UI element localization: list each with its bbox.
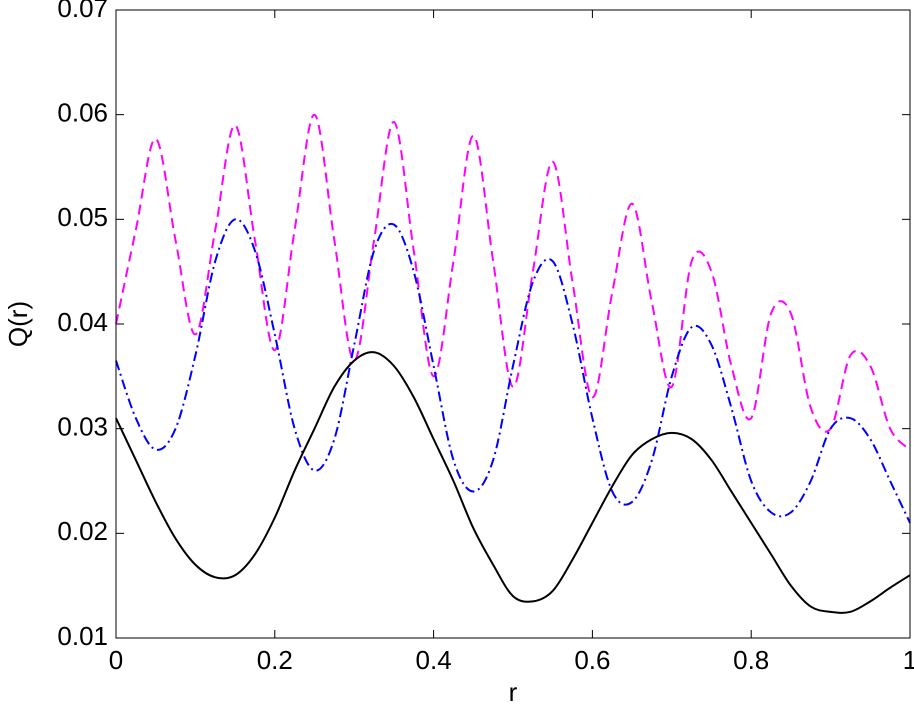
y-tick-label: 0.07 xyxy=(57,0,108,23)
x-tick-label: 1 xyxy=(903,645,914,675)
plot-frame xyxy=(115,9,911,639)
y-tick-label: 0.05 xyxy=(57,202,108,232)
y-tick-label: 0.03 xyxy=(57,412,108,442)
line-series xyxy=(115,113,911,451)
y-tick-label: 0.06 xyxy=(57,98,108,128)
line-series xyxy=(115,218,911,524)
x-axis-label: r xyxy=(509,677,518,707)
y-tick-label: 0.02 xyxy=(57,516,108,546)
y-tick-label: 0.04 xyxy=(57,307,108,337)
y-tick-label: 0.01 xyxy=(57,621,108,651)
x-tick-label: 0 xyxy=(109,645,123,675)
y-axis-label: Q(r) xyxy=(3,301,33,347)
x-tick-label: 0.4 xyxy=(416,645,452,675)
line-series xyxy=(115,351,911,614)
x-tick-label: 0.2 xyxy=(257,645,293,675)
x-tick-label: 0.6 xyxy=(574,645,610,675)
x-tick-label: 0.8 xyxy=(733,645,769,675)
